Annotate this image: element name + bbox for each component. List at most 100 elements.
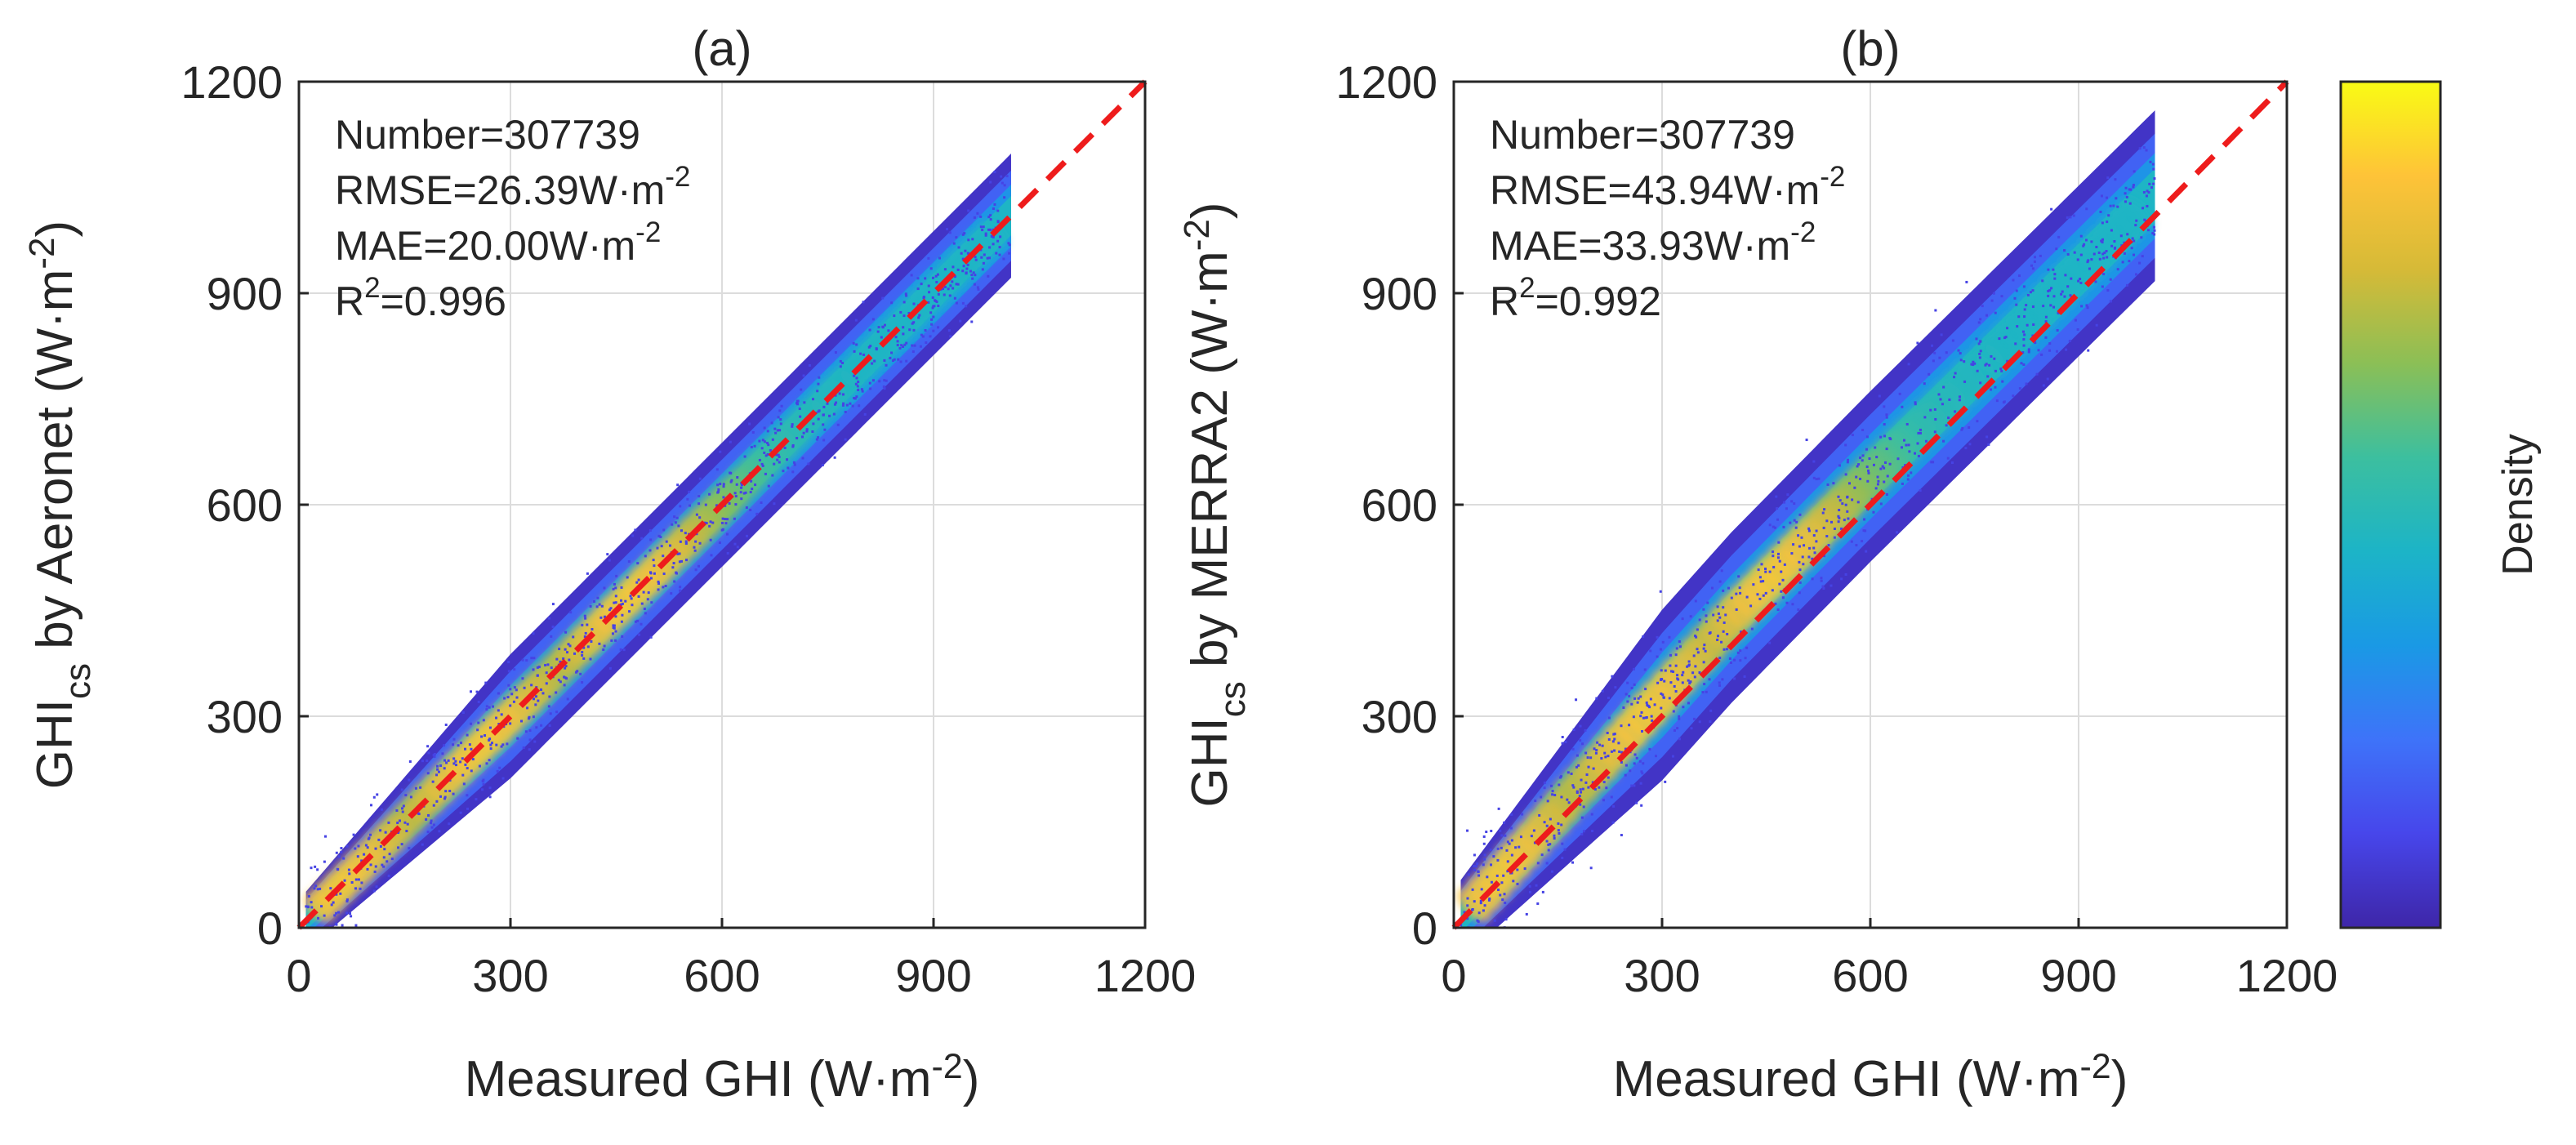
scatter-point: [421, 760, 424, 763]
scatter-point: [1598, 786, 1601, 789]
scatter-point: [532, 632, 535, 635]
scatter-point: [1837, 520, 1840, 523]
scatter-point: [1607, 755, 1610, 758]
scatter-point: [2029, 291, 2032, 294]
scatter-point: [1504, 901, 1507, 904]
scatter-point: [1635, 801, 1638, 804]
scatter-point: [629, 595, 632, 598]
scatter-point: [697, 564, 701, 568]
scatter-point: [1906, 478, 1910, 481]
density-core-blob: [2050, 265, 2085, 300]
scatter-point: [544, 663, 547, 666]
scatter-point: [545, 682, 548, 685]
scatter-point: [800, 435, 804, 439]
scatter-point: [1778, 559, 1781, 563]
scatter-point: [2042, 305, 2045, 308]
scatter-point: [729, 480, 733, 483]
scatter-point: [622, 648, 626, 652]
scatter-point: [1907, 474, 1910, 477]
scatter-point: [1722, 630, 1725, 633]
scatter-point: [1759, 580, 1763, 583]
scatter-point: [2141, 207, 2145, 210]
scatter-point: [1567, 771, 1570, 774]
scatter-point: [796, 402, 799, 405]
scatter-point: [1744, 657, 1747, 660]
scatter-point: [2017, 274, 2021, 278]
scatter-point: [547, 617, 550, 620]
scatter-point: [2053, 277, 2057, 280]
scatter-point: [811, 398, 814, 401]
scatter-point: [875, 347, 878, 350]
scatter-point: [2052, 268, 2055, 271]
scatter-point: [1602, 799, 1606, 802]
scatter-point: [1466, 897, 1469, 900]
scatter-point: [562, 657, 565, 661]
scatter-point: [927, 301, 930, 304]
scatter-point: [374, 847, 377, 850]
scatter-point: [1500, 846, 1503, 849]
scatter-point: [309, 932, 311, 934]
scatter-point: [533, 697, 536, 701]
scatter-point: [626, 576, 629, 579]
scatter-point: [1678, 640, 1681, 644]
scatter-point: [1482, 835, 1486, 838]
scatter-point: [751, 488, 754, 491]
scatter-point: [485, 762, 488, 765]
scatter-point: [1479, 902, 1482, 905]
scatter-point: [1506, 860, 1509, 863]
scatter-point: [1764, 568, 1767, 571]
scatter-point: [953, 296, 956, 300]
scatter-point: [890, 301, 894, 305]
scatter-point: [722, 485, 725, 488]
density-core-blob: [1661, 659, 1696, 694]
scatter-point: [1549, 784, 1553, 787]
scatter-point: [665, 540, 668, 543]
scatter-point: [2035, 372, 2039, 376]
scatter-point: [733, 492, 737, 495]
scatter-point: [891, 359, 894, 362]
scatter-point: [904, 292, 907, 296]
scatter-point: [838, 392, 841, 395]
scatter-point: [1678, 715, 1681, 718]
scatter-point: [2099, 210, 2102, 213]
density-core-blob: [1856, 457, 1891, 491]
scatter-point: [858, 404, 861, 408]
scatter-point: [557, 679, 560, 682]
scatter-point: [598, 642, 601, 645]
scatter-point: [779, 422, 782, 425]
scatter-point: [1736, 651, 1740, 654]
scatter-point: [833, 456, 836, 459]
scatter-point: [796, 436, 799, 439]
scatter-point: [1500, 881, 1504, 884]
density-core-blob: [1642, 681, 1677, 715]
scatter-point: [1702, 647, 1705, 650]
scatter-point: [501, 777, 505, 780]
scatter-point: [310, 901, 313, 904]
scatter-point: [761, 464, 764, 467]
scatter-point: [1499, 829, 1502, 832]
scatter-point: [2101, 285, 2104, 288]
scatter-point: [1510, 839, 1513, 842]
scatter-point: [1979, 381, 1982, 385]
scatter-point: [704, 503, 707, 506]
scatter-point: [775, 453, 778, 457]
scatter-point: [2153, 229, 2156, 232]
scatter-point: [528, 738, 532, 742]
scatter-point: [408, 778, 411, 782]
scatter-point: [1553, 794, 1557, 797]
scatter-point: [965, 272, 968, 275]
scatter-point: [403, 821, 407, 824]
scatter-point: [2049, 304, 2052, 307]
scatter-point: [1905, 443, 1908, 447]
scatter-point: [354, 924, 358, 927]
scatter-point: [1932, 461, 1935, 464]
scatter-point: [992, 243, 995, 246]
scatter-point: [2006, 327, 2009, 330]
scatter-point: [2033, 260, 2036, 263]
scatter-point: [2047, 294, 2050, 297]
scatter-point: [1560, 823, 1563, 826]
scatter-point: [324, 835, 328, 838]
scatter-point: [1738, 586, 1741, 590]
scatter-point: [981, 268, 984, 271]
scatter-point: [1572, 786, 1575, 789]
